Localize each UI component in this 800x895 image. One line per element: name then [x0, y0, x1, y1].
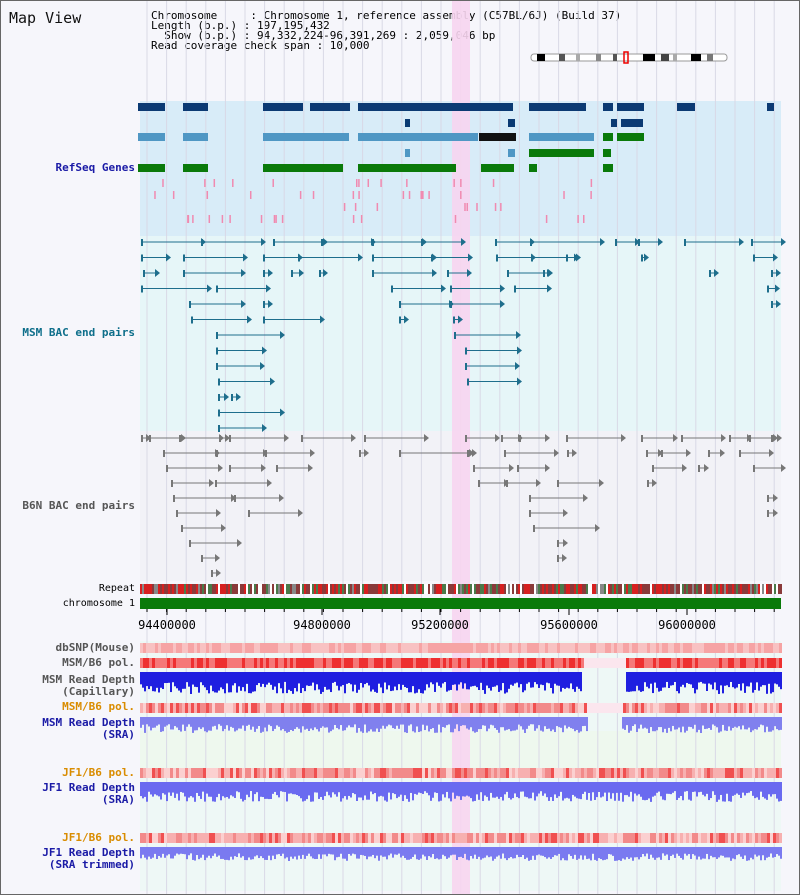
gene-feature[interactable] — [617, 103, 644, 111]
label-jf1-read-trim-2: (SRA trimmed) — [48, 858, 135, 871]
gene-feature[interactable] — [358, 103, 513, 111]
msm-depth-capillary[interactable] — [140, 672, 782, 694]
gene-feature[interactable] — [263, 133, 349, 141]
dbsnp-track[interactable] — [140, 643, 782, 653]
gene-feature[interactable] — [508, 119, 515, 127]
gene-feature[interactable] — [508, 149, 515, 157]
gene-feature[interactable] — [183, 103, 208, 111]
msm-depth-sra[interactable] — [140, 717, 782, 733]
label-msm-read-cap-1: MSM Read Depth — [42, 673, 135, 686]
gene-feature[interactable] — [358, 164, 456, 172]
label-repeat: Repeat — [98, 583, 135, 594]
jf1-depth-trimmed[interactable] — [140, 847, 782, 861]
chromosome-bar[interactable] — [140, 598, 781, 609]
page-title: Map View — [9, 9, 82, 27]
gene-feature[interactable] — [529, 149, 594, 157]
gene-feature[interactable] — [529, 164, 537, 172]
label-jf1-read-sra-2: (SRA) — [101, 793, 135, 806]
label-jf1-read-sra-1: JF1 Read Depth — [42, 781, 135, 794]
gene-feature[interactable] — [603, 149, 611, 157]
info-show-range: Show (b.p.) : 94,332,224-96,391,269 : 2,… — [151, 29, 496, 42]
jf1-pol-track[interactable] — [140, 768, 782, 778]
jf1-pol-2-track[interactable] — [140, 833, 782, 843]
gene-feature[interactable] — [263, 103, 303, 111]
refseq-genes-track[interactable] — [138, 103, 774, 223]
label-msm-b6-pol-2: MSM/B6 pol. — [62, 700, 135, 713]
gene-feature[interactable] — [310, 103, 350, 111]
axis-tick: 94800000 — [293, 618, 351, 632]
repeat-track[interactable] — [140, 584, 782, 594]
gene-feature[interactable] — [263, 164, 343, 172]
msm-pol-track[interactable] — [140, 658, 782, 668]
gene-feature[interactable] — [508, 133, 516, 141]
gene-feature[interactable] — [603, 133, 613, 141]
axis-tick: 96000000 — [658, 618, 716, 632]
label-msm-bac: MSM BAC end pairs — [22, 326, 135, 339]
gene-feature[interactable] — [603, 103, 613, 111]
label-jf1-read-trim-1: JF1 Read Depth — [42, 846, 135, 859]
label-jf1-b6-pol-2: JF1/B6 pol. — [62, 831, 135, 844]
gene-feature[interactable] — [479, 133, 511, 141]
axis-tick: 94400000 — [138, 618, 196, 632]
axis-tick: 95200000 — [411, 618, 469, 632]
gene-feature[interactable] — [405, 119, 410, 127]
label-chromosome: chromosome 1 — [62, 598, 135, 609]
gene-feature[interactable] — [183, 133, 208, 141]
gene-feature[interactable] — [183, 164, 208, 172]
label-dbsnp: dbSNP(Mouse) — [55, 641, 135, 654]
msm-bac-track[interactable] — [141, 238, 786, 432]
gene-feature[interactable] — [358, 133, 478, 141]
gene-feature[interactable] — [481, 164, 514, 172]
gene-feature[interactable] — [138, 133, 165, 141]
gene-feature[interactable] — [405, 149, 410, 157]
gene-feature[interactable] — [767, 103, 774, 111]
gene-feature[interactable] — [677, 103, 695, 111]
chromosome-ideogram[interactable] — [530, 51, 728, 64]
jf1-depth-sra[interactable] — [140, 782, 782, 802]
msm-pol-2-track[interactable] — [140, 703, 782, 713]
axis-tick: 95600000 — [540, 618, 598, 632]
gene-feature[interactable] — [138, 103, 165, 111]
label-b6n-bac: B6N BAC end pairs — [22, 499, 135, 512]
gene-feature[interactable] — [611, 119, 617, 127]
gene-feature[interactable] — [529, 133, 594, 141]
gene-feature[interactable] — [138, 164, 165, 172]
ideogram-position-marker[interactable] — [623, 51, 629, 64]
gene-feature[interactable] — [529, 103, 586, 111]
gene-feature[interactable] — [621, 119, 643, 127]
label-msm-read-sra-1: MSM Read Depth — [42, 716, 135, 729]
region-highlight — [452, 1, 470, 894]
gene-feature[interactable] — [617, 133, 644, 141]
label-msm-read-sra-2: (SRA) — [101, 728, 135, 741]
label-jf1-b6-pol: JF1/B6 pol. — [62, 766, 135, 779]
b6n-bac-track[interactable] — [141, 434, 786, 577]
chromosome-info: Chromosome : Chromosome 1, reference ass… — [151, 10, 621, 52]
label-msm-b6-pol: MSM/B6 pol. — [62, 656, 135, 669]
gene-feature[interactable] — [603, 164, 613, 172]
info-length: Length (b.p.) : 197,195,432 — [151, 19, 330, 32]
label-msm-read-cap-2: (Capillary) — [62, 685, 135, 698]
info-coverage-span: Read coverage check span : 10,000 — [151, 39, 370, 52]
label-refseq: RefSeq Genes — [55, 161, 135, 174]
